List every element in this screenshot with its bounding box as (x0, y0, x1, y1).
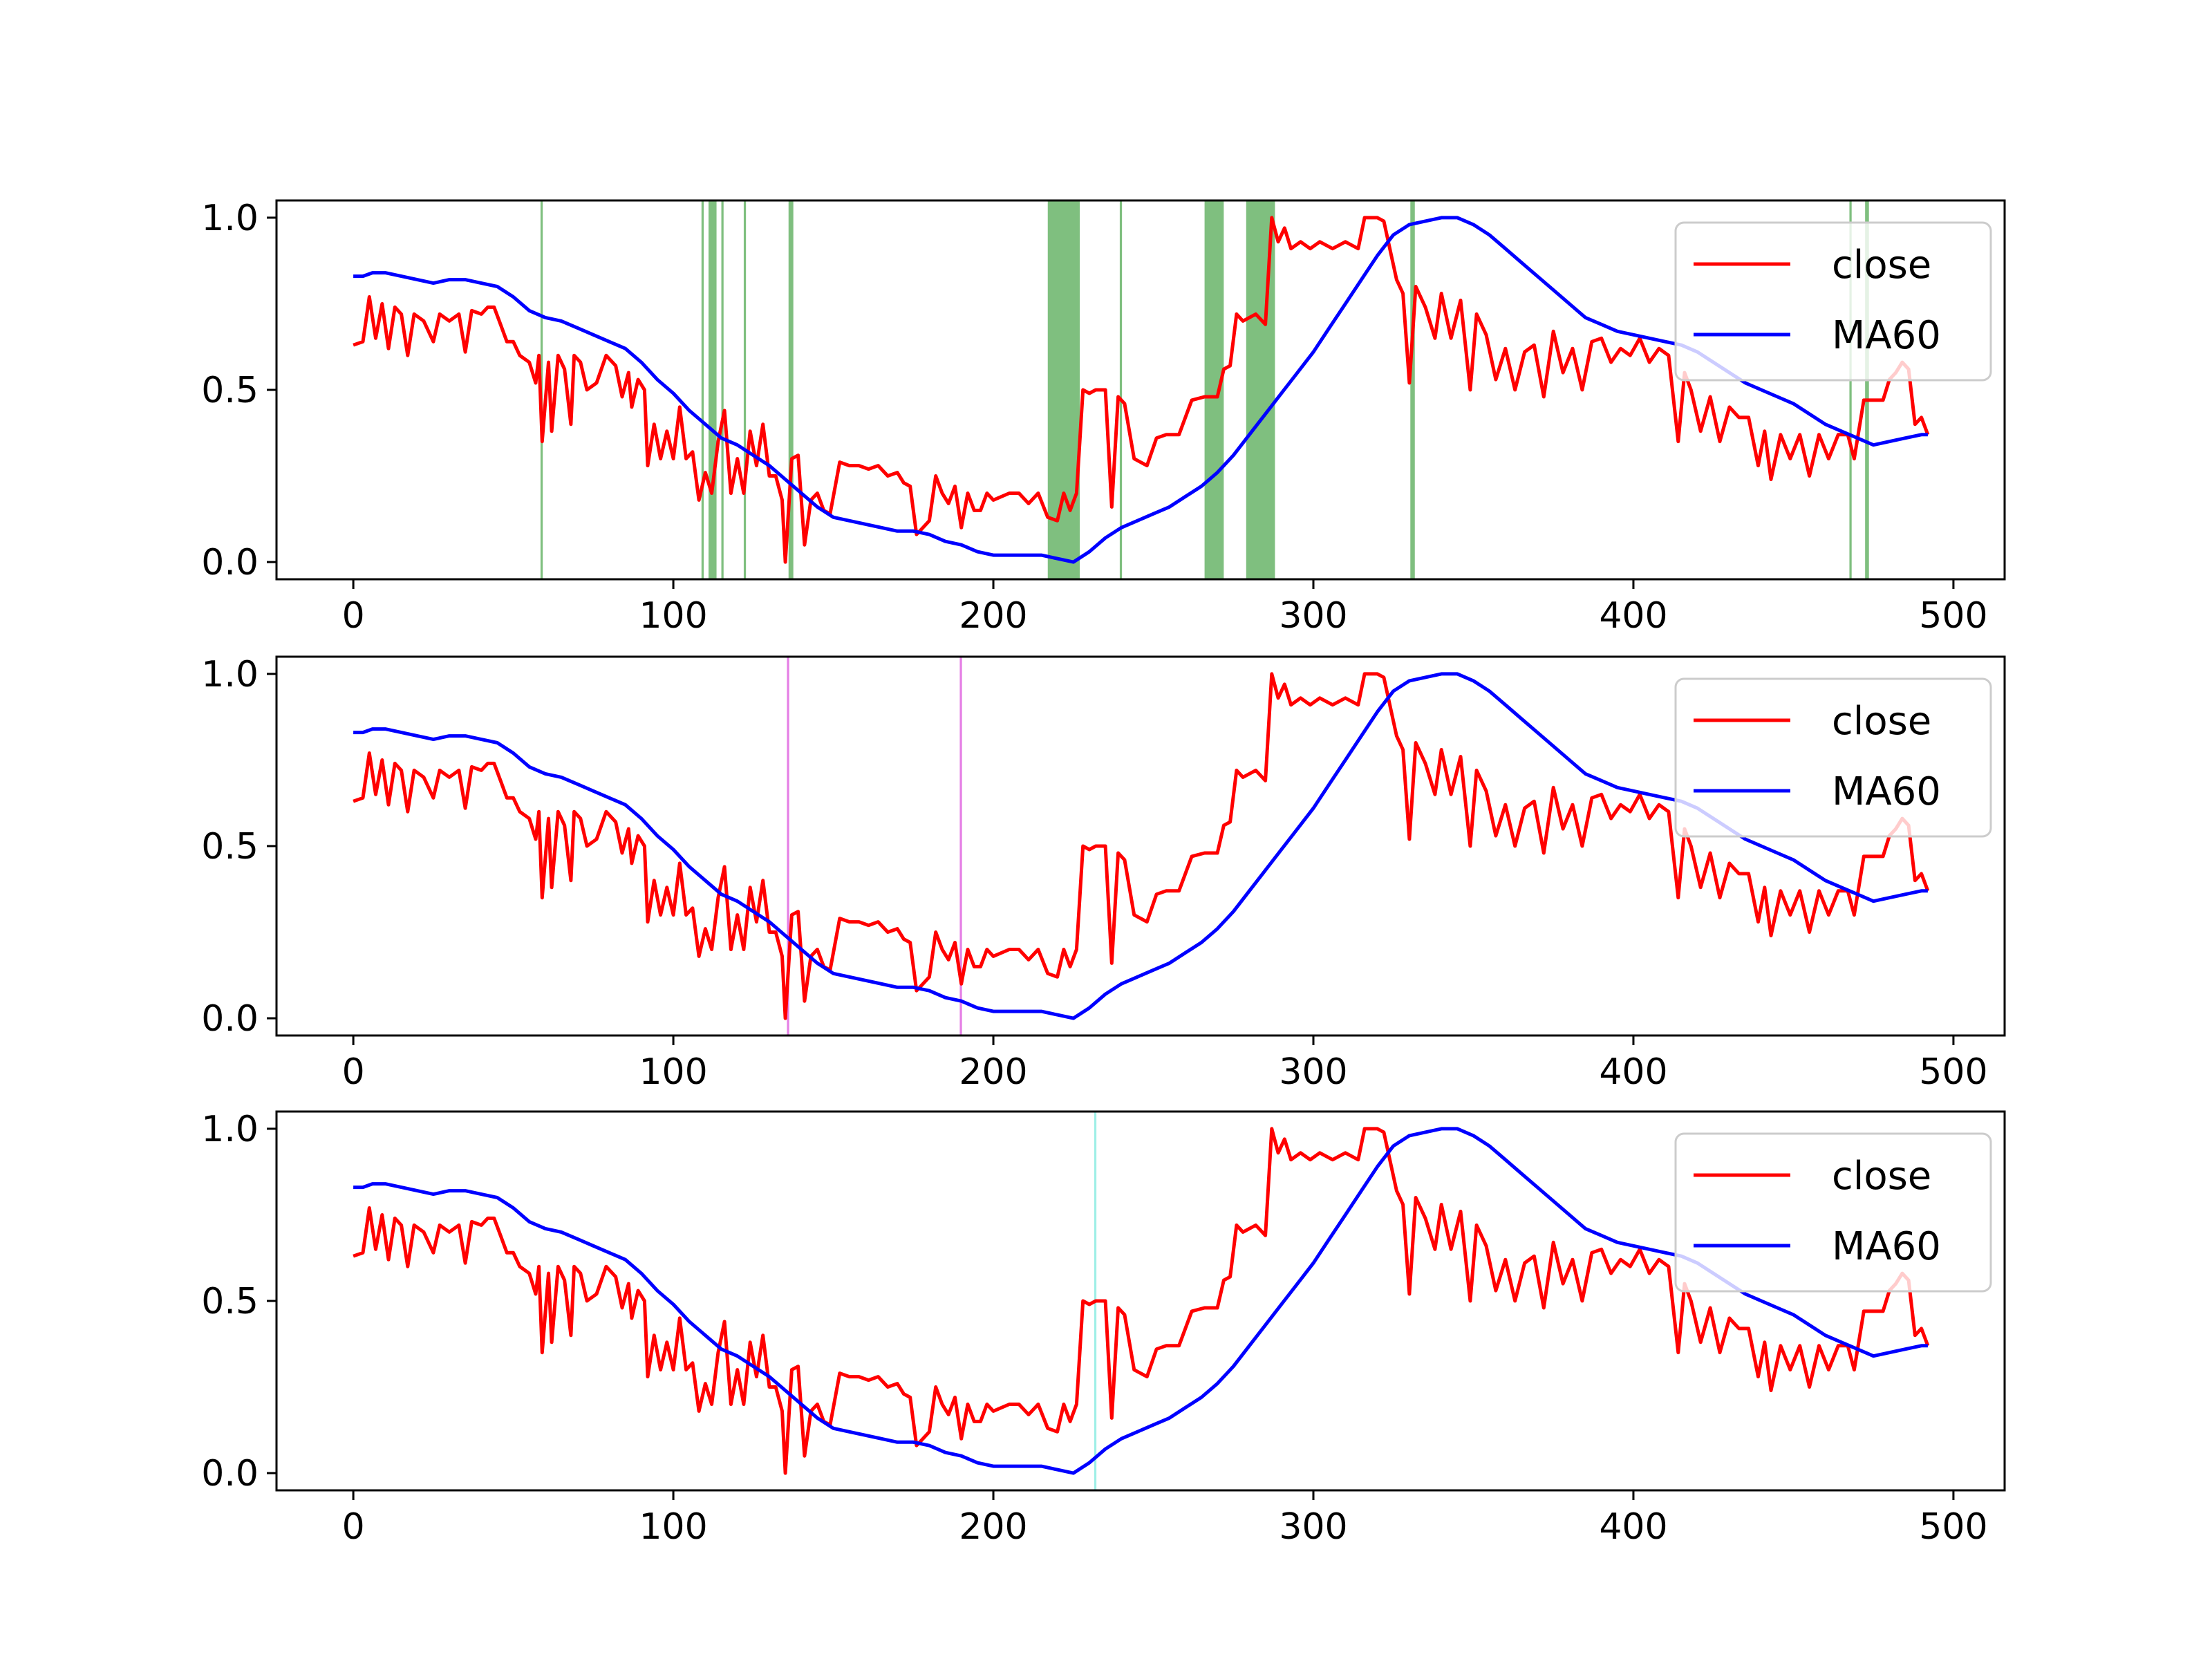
y-tick-label: 0.0 (201, 542, 259, 583)
signal-band (721, 200, 724, 579)
legend-label-close: close (1832, 1154, 1931, 1199)
x-tick-label: 500 (1919, 595, 1987, 637)
x-tick-label: 200 (959, 1051, 1027, 1093)
signal-band (787, 657, 789, 1035)
y-tick-label: 0.0 (201, 998, 259, 1040)
y-tick-label: 0.5 (201, 1281, 259, 1322)
legend-label-ma60: MA60 (1832, 313, 1941, 358)
x-tick-label: 0 (342, 1051, 365, 1093)
series-line-ma60 (353, 216, 1928, 564)
plot-area (353, 1112, 1930, 1490)
x-tick-label: 500 (1919, 1506, 1987, 1548)
x-tick-label: 500 (1919, 1051, 1987, 1093)
y-tick-label: 1.0 (201, 1109, 259, 1150)
y-tick-label: 1.0 (201, 654, 259, 695)
x-tick-label: 100 (639, 1051, 707, 1093)
x-tick-label: 300 (1279, 1051, 1347, 1093)
signal-band (743, 200, 747, 579)
subplot-middle: 0 100 200 300 400 500 0.0 0.5 1.0 close MA60 (201, 654, 2006, 1093)
series-line-close (353, 216, 1930, 564)
legend-label-ma60: MA60 (1832, 1224, 1941, 1269)
signal-band (1410, 200, 1415, 579)
x-tick-label: 400 (1599, 1506, 1667, 1548)
legend-box (1674, 677, 1992, 838)
legend: close MA60 (1674, 1132, 1992, 1293)
x-tick-label: 400 (1599, 1051, 1667, 1093)
x-tick-label: 400 (1599, 595, 1667, 637)
y-tick-label: 0.5 (201, 826, 259, 868)
signal-band (1849, 200, 1852, 579)
signal-band (709, 200, 717, 579)
series-line-close (353, 672, 1930, 1020)
legend-label-ma60: MA60 (1832, 769, 1941, 814)
x-tick-label: 0 (342, 1506, 365, 1548)
x-tick-label: 300 (1279, 1506, 1347, 1548)
series-line-ma60 (353, 672, 1928, 1020)
y-tick-label: 1.0 (201, 198, 259, 239)
signal-band (1119, 200, 1123, 579)
x-tick-label: 100 (639, 595, 707, 637)
series-line-ma60 (353, 1127, 1928, 1475)
legend: close MA60 (1674, 677, 1992, 838)
signal-band (1865, 200, 1869, 579)
legend-label-close: close (1832, 243, 1931, 288)
subplot-top: 0 100 200 300 400 500 0.0 0.5 1.0 close MA60 (201, 198, 2006, 637)
signal-band (788, 200, 794, 579)
x-tick-label: 0 (342, 595, 365, 637)
y-tick-label: 0.5 (201, 370, 259, 411)
series-line-close (353, 1127, 1930, 1475)
x-tick-label: 200 (959, 1506, 1027, 1548)
signal-band (1204, 200, 1224, 579)
legend-box (1674, 1132, 1992, 1293)
legend-label-close: close (1832, 699, 1931, 744)
y-tick-label: 0.0 (201, 1453, 259, 1494)
plot-area (353, 200, 1930, 579)
legend-box (1674, 221, 1992, 382)
x-tick-label: 300 (1279, 595, 1347, 637)
signal-band (701, 200, 704, 579)
x-tick-label: 100 (639, 1506, 707, 1548)
subplot-bottom: 0 100 200 300 400 500 0.0 0.5 1.0 close MA60 (201, 1109, 2006, 1548)
signal-band (959, 657, 962, 1035)
legend: close MA60 (1674, 221, 1992, 382)
signal-band (1047, 200, 1080, 579)
plot-area (353, 657, 1930, 1035)
x-tick-label: 200 (959, 595, 1027, 637)
